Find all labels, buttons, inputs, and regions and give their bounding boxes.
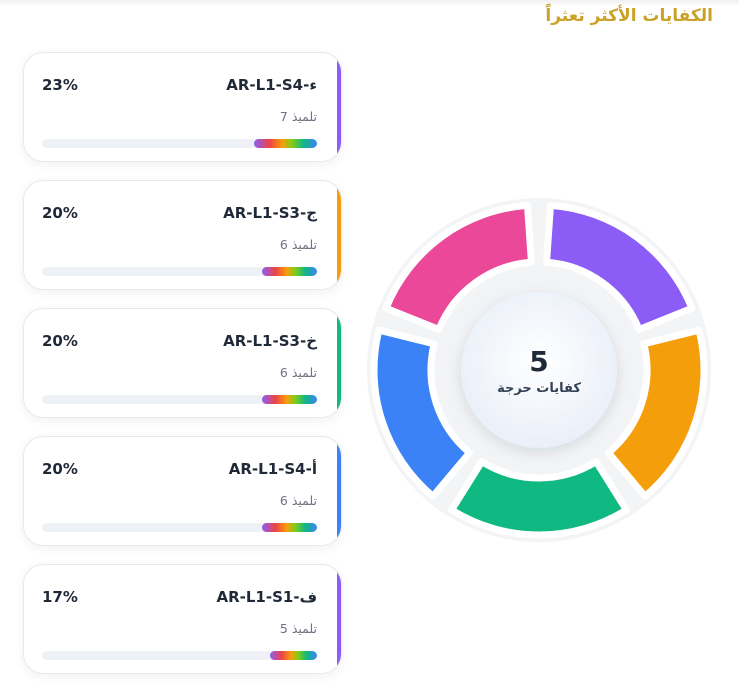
competency-percent: 23% xyxy=(42,76,78,94)
progress-track xyxy=(42,139,317,148)
donut-svg xyxy=(367,198,711,542)
donut-chart: 5 كفايات حرجة xyxy=(363,188,715,558)
progress-track xyxy=(42,651,317,660)
competency-code: AR-L1-S3-خ xyxy=(223,332,317,350)
progress-track xyxy=(42,267,317,276)
card-accent-bar xyxy=(337,309,341,417)
progress-track xyxy=(42,395,317,404)
progress-fill xyxy=(262,395,317,404)
critical-label: كفايات حرجة xyxy=(497,381,581,396)
donut-segment[interactable] xyxy=(382,201,535,334)
student-count: 6 تلميذ xyxy=(279,237,317,252)
competency-card[interactable]: AR-L1-S3-خ 20% 6 تلميذ xyxy=(23,308,342,418)
competency-percent: 20% xyxy=(42,332,78,350)
progress-track xyxy=(42,523,317,532)
critical-count: 5 xyxy=(529,345,549,378)
donut-segments xyxy=(370,201,708,539)
card-accent-bar xyxy=(337,437,341,545)
competency-code: AR-L1-S4-أ xyxy=(228,460,317,478)
competency-card[interactable]: AR-L1-S4-ء 23% 7 تلميذ xyxy=(23,52,342,162)
student-count: 7 تلميذ xyxy=(279,109,317,124)
competency-card[interactable]: AR-L1-S4-أ 20% 6 تلميذ xyxy=(23,436,342,546)
student-count: 6 تلميذ xyxy=(279,365,317,380)
student-count: 5 تلميذ xyxy=(279,621,317,636)
top-divider xyxy=(0,0,739,6)
competency-percent: 17% xyxy=(42,588,78,606)
competency-list: AR-L1-S4-ء 23% 7 تلميذ AR-L1-S3-ج 20% 6 … xyxy=(23,52,342,692)
card-accent-bar xyxy=(337,53,341,161)
card-accent-bar xyxy=(337,565,341,673)
card-accent-bar xyxy=(337,181,341,289)
competency-percent: 20% xyxy=(42,460,78,478)
competency-card[interactable]: AR-L1-S3-ج 20% 6 تلميذ xyxy=(23,180,342,290)
progress-fill xyxy=(262,267,317,276)
student-count: 6 تلميذ xyxy=(279,493,317,508)
progress-fill xyxy=(270,651,317,660)
competency-card[interactable]: AR-L1-S1-ف 17% 5 تلميذ xyxy=(23,564,342,674)
competency-code: AR-L1-S1-ف xyxy=(216,588,317,606)
competency-percent: 20% xyxy=(42,204,78,222)
donut-segment[interactable] xyxy=(604,326,708,500)
donut-segment[interactable] xyxy=(448,458,630,539)
section-title: الكفايات الأكثر تعثراً xyxy=(545,6,713,26)
donut-segment[interactable] xyxy=(370,326,474,500)
donut-center xyxy=(461,292,617,448)
progress-fill xyxy=(253,139,317,148)
progress-fill xyxy=(262,523,317,532)
donut-segment[interactable] xyxy=(543,201,696,334)
competency-code: AR-L1-S4-ء xyxy=(226,76,317,94)
competency-code: AR-L1-S3-ج xyxy=(223,204,317,222)
